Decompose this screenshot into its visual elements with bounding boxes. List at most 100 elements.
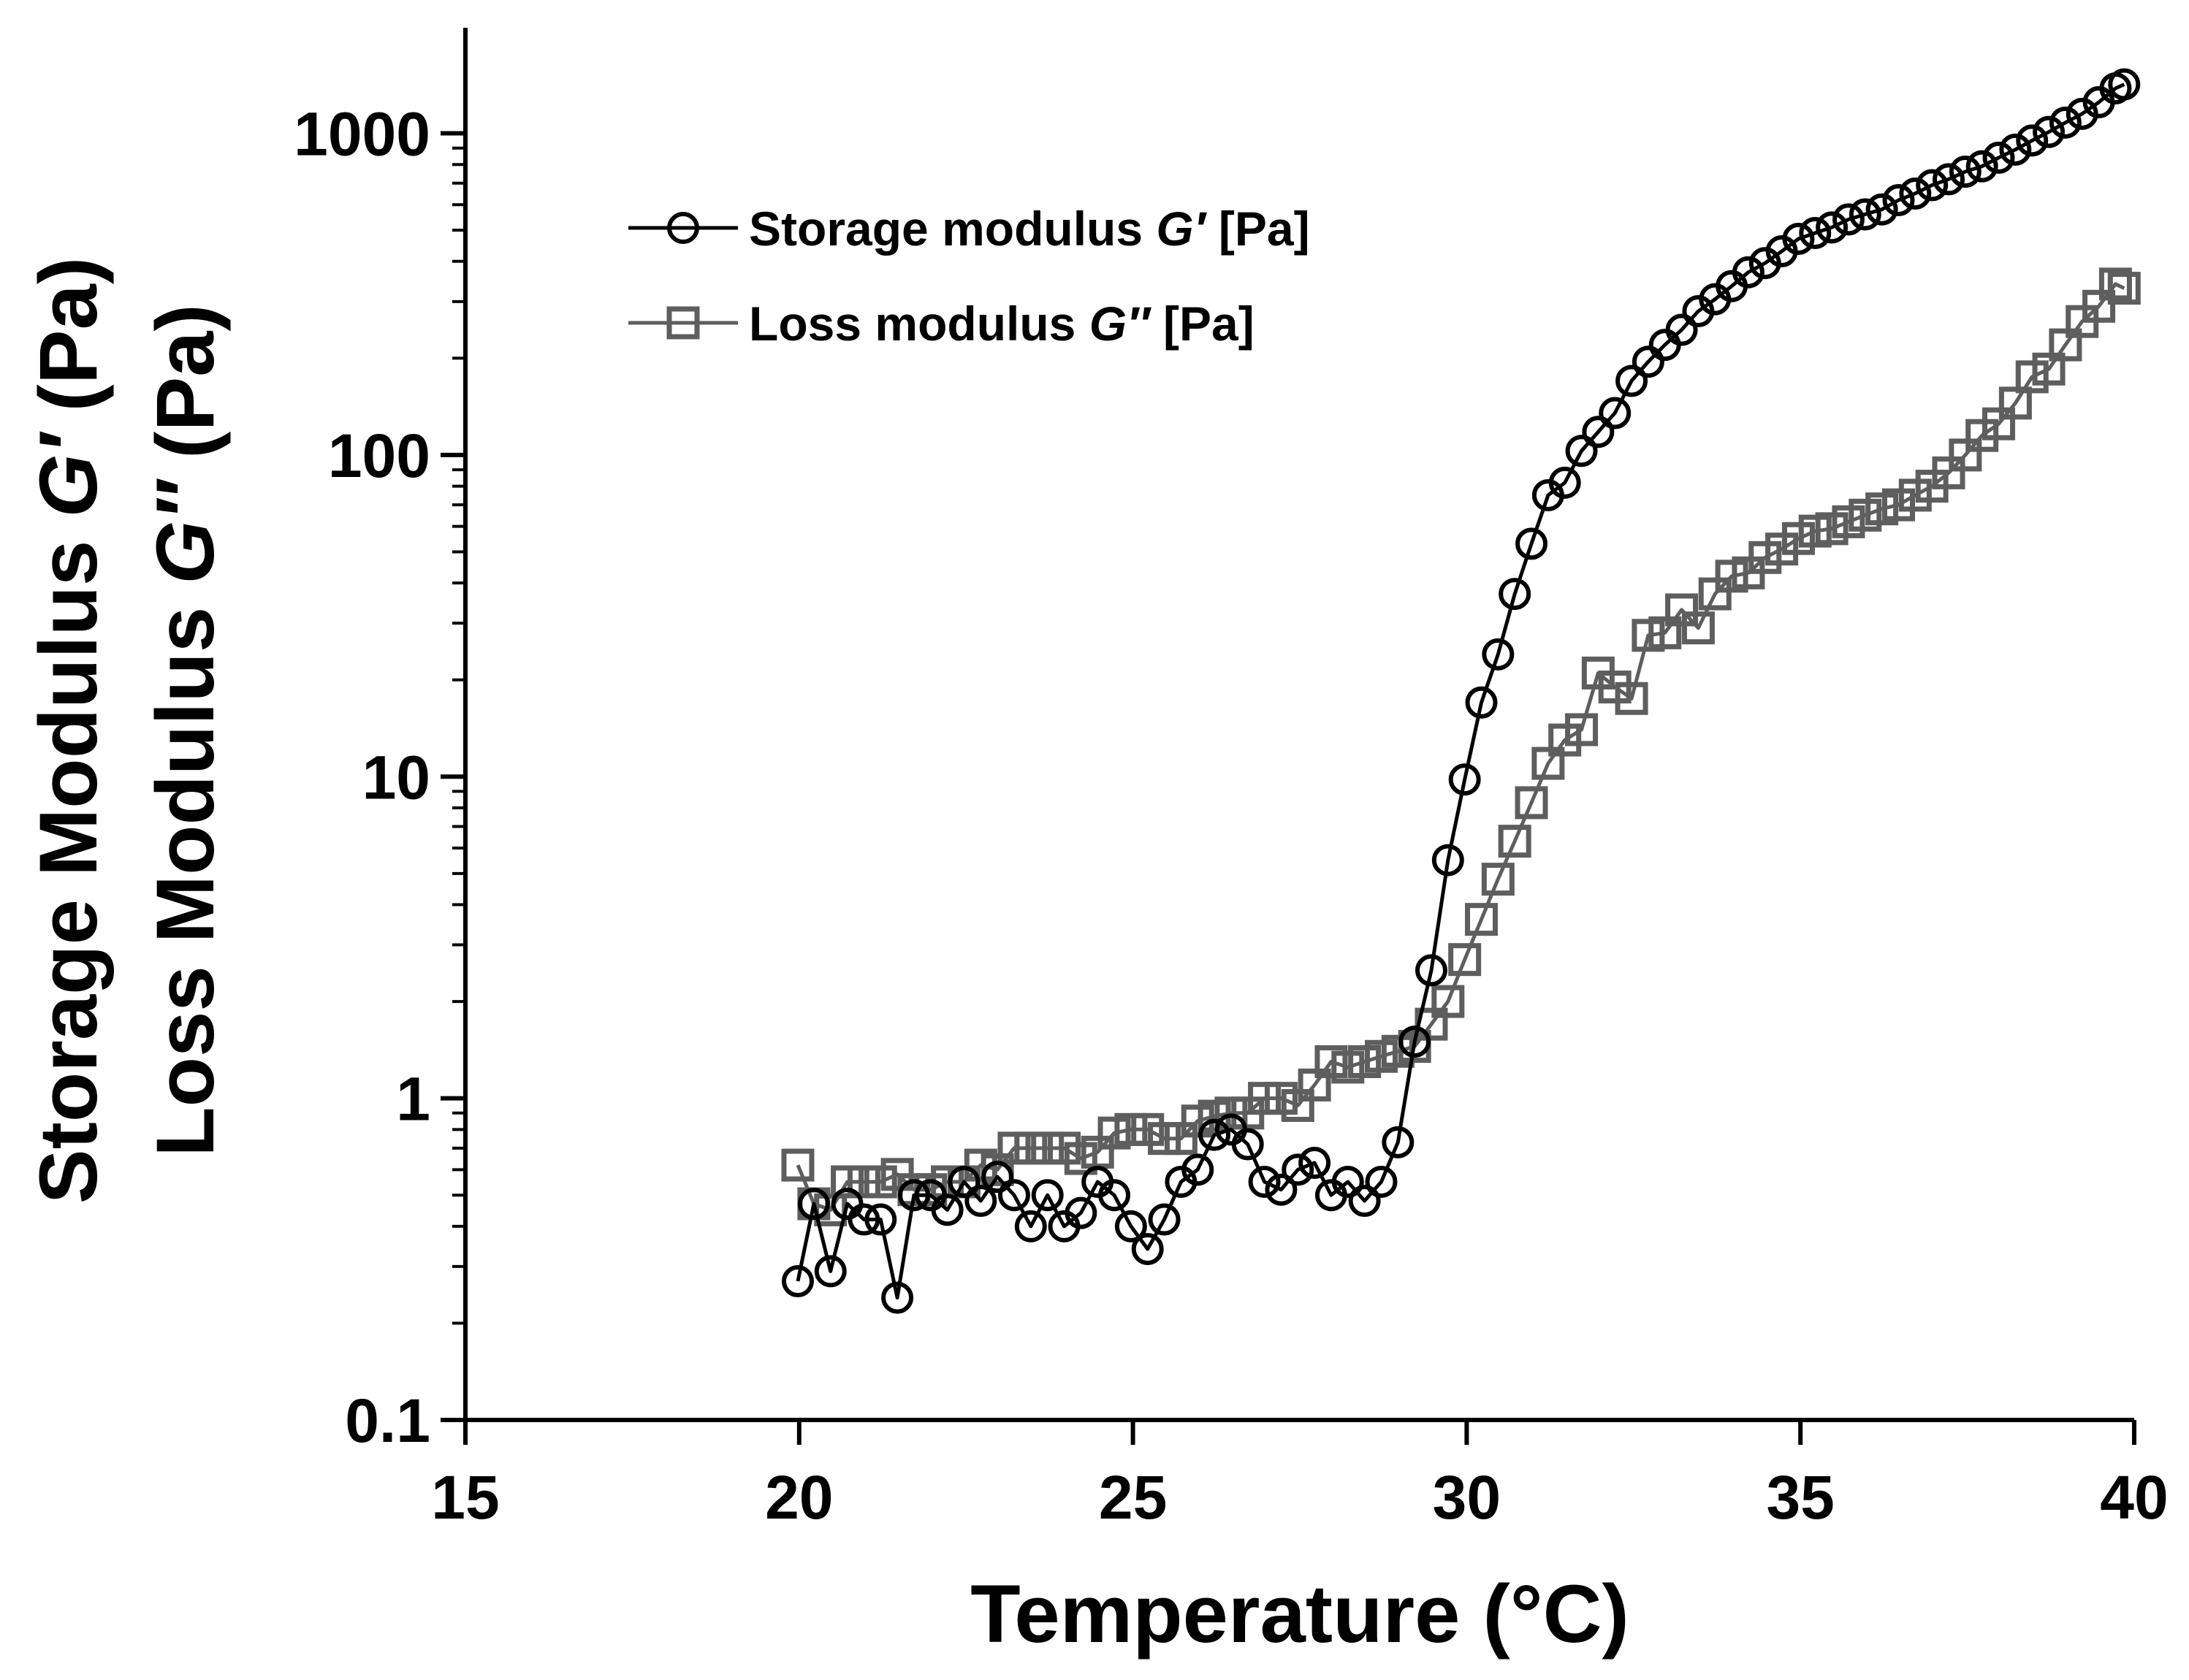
data-point xyxy=(1047,1131,1081,1165)
legend: Storage modulus G′ [Pa] Loss modulus G″ … xyxy=(628,202,1310,351)
data-point xyxy=(964,1185,997,1218)
y-title2-suffix: (Pa) xyxy=(140,304,231,481)
data-point xyxy=(1098,1179,1131,1212)
data-point xyxy=(847,1165,880,1199)
data-point xyxy=(1448,943,1482,977)
data-point xyxy=(1531,747,1565,780)
data-point xyxy=(1815,512,1849,546)
series-loss xyxy=(781,267,2141,1226)
data-point xyxy=(781,1148,815,1182)
data-point xyxy=(1265,1173,1298,1206)
y-tick-label: 1 xyxy=(396,1065,430,1134)
data-point xyxy=(1681,611,1715,645)
data-point xyxy=(1515,786,1548,820)
x-tick-label: 30 xyxy=(1433,1463,1501,1532)
legend-storage-symbol: G′ xyxy=(1156,202,1207,256)
x-tick-label: 25 xyxy=(1099,1463,1167,1532)
data-point xyxy=(1364,1039,1398,1073)
data-point xyxy=(1064,1142,1097,1175)
data-point xyxy=(1065,1196,1097,1229)
data-point xyxy=(1781,522,1815,555)
data-point xyxy=(1832,203,1865,236)
data-point xyxy=(1849,498,1882,532)
data-point xyxy=(1982,407,2016,440)
data-point xyxy=(1882,183,1915,216)
legend-item-storage: Storage modulus G′ [Pa] xyxy=(628,202,1310,256)
data-point xyxy=(1499,578,1531,611)
data-point xyxy=(1799,216,1832,249)
data-point xyxy=(2107,272,2141,305)
data-point xyxy=(1665,593,1699,627)
data-point xyxy=(1748,541,1782,574)
data-point xyxy=(1131,1112,1165,1146)
data-point xyxy=(1816,211,1849,244)
data-point xyxy=(1448,763,1481,796)
data-point xyxy=(1148,1122,1181,1156)
data-point xyxy=(1281,1088,1314,1122)
legend-storage-suffix: [Pa] xyxy=(1206,202,1310,256)
data-point xyxy=(1331,1050,1365,1084)
data-point xyxy=(1615,364,1648,397)
data-point xyxy=(897,1179,930,1212)
data-point xyxy=(1665,313,1698,346)
data-point xyxy=(1865,193,1898,226)
data-point xyxy=(1932,456,1965,489)
data-point xyxy=(1648,616,1682,649)
data-point xyxy=(1765,532,1799,566)
data-point xyxy=(1181,1153,1214,1186)
data-point xyxy=(1114,1210,1147,1242)
data-point xyxy=(864,1165,897,1199)
data-point xyxy=(1398,1026,1431,1058)
y-title2-prefix: Loss Modulus xyxy=(140,584,231,1157)
data-point xyxy=(1331,1165,1364,1198)
x-tick-label: 15 xyxy=(431,1463,499,1532)
y-title1-symbol: G′ xyxy=(23,431,114,517)
data-point xyxy=(2015,360,2049,394)
data-point xyxy=(2108,68,2141,101)
data-point xyxy=(1014,1210,1047,1242)
data-point xyxy=(1464,903,1498,936)
data-point xyxy=(1548,466,1581,499)
x-ticks: 15 20 25 30 35 40 xyxy=(431,1420,2169,1532)
data-point xyxy=(1148,1203,1181,1236)
data-point xyxy=(981,1161,1014,1194)
legend-loss-prefix: Loss modulus xyxy=(749,297,1089,351)
data-point xyxy=(1248,1165,1281,1198)
data-point xyxy=(2098,267,2132,301)
legend-label-storage: Storage modulus G′ [Pa] xyxy=(749,202,1310,256)
data-point xyxy=(1632,345,1664,378)
y-tick-label: 100 xyxy=(328,421,430,490)
y-tick-label: 1000 xyxy=(294,100,430,169)
data-point xyxy=(2016,124,2049,157)
data-point xyxy=(1298,1147,1331,1180)
data-point xyxy=(1482,638,1515,671)
data-point xyxy=(931,1194,964,1226)
y-title1-suffix: (Pa) xyxy=(23,257,114,435)
y-axis-title-line1: Storage Modulus G′ (Pa) xyxy=(23,257,114,1204)
data-point xyxy=(1565,435,1598,467)
data-point xyxy=(1481,863,1515,896)
x-tick-label: 35 xyxy=(1766,1463,1834,1532)
data-point xyxy=(1097,1116,1131,1150)
data-point xyxy=(864,1203,897,1236)
data-point xyxy=(1382,1126,1415,1158)
data-point xyxy=(1898,478,1932,512)
data-point xyxy=(781,1265,814,1298)
data-point xyxy=(1849,198,1881,231)
data-point xyxy=(1949,438,1982,472)
y-title1-prefix: Storage Modulus xyxy=(23,518,114,1204)
x-tick-label: 40 xyxy=(2100,1463,2168,1532)
data-point xyxy=(997,1179,1030,1212)
data-point xyxy=(1698,577,1732,611)
data-point xyxy=(1264,1082,1298,1115)
data-point xyxy=(2049,328,2082,362)
data-point xyxy=(1465,686,1498,719)
data-point xyxy=(1415,954,1447,987)
legend-marker-storage xyxy=(667,212,699,244)
data-point xyxy=(1899,177,1932,210)
data-point xyxy=(848,1203,880,1236)
series-storage xyxy=(781,68,2141,1314)
data-point xyxy=(1798,514,1832,548)
data-point xyxy=(1248,1082,1282,1115)
